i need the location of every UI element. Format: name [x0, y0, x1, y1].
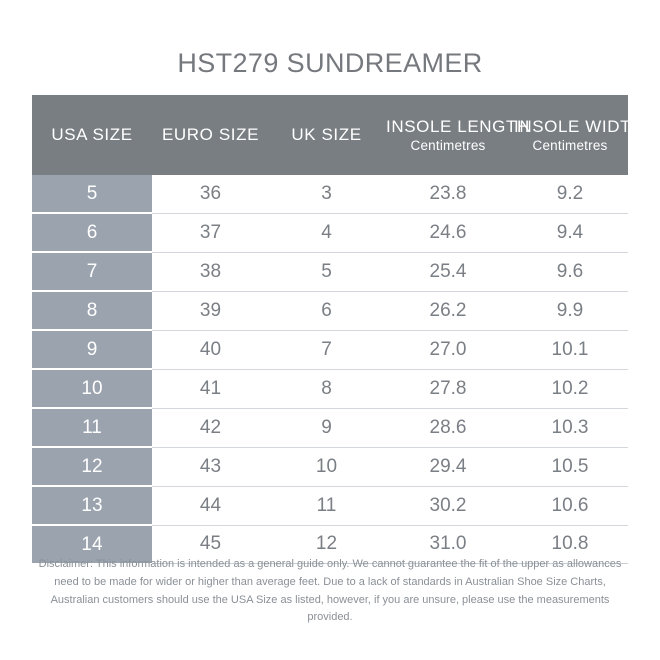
- cell-usa: 14: [32, 525, 152, 563]
- cell-insole-length: 24.6: [384, 213, 512, 253]
- disclaimer-text: Disclaimer: This information is intended…: [38, 558, 622, 624]
- cell-usa: 5: [32, 175, 152, 214]
- cell-usa: 6: [32, 213, 152, 253]
- table-header: USA SIZE EURO SIZE UK SIZE INSOLE LENGTH…: [32, 95, 644, 175]
- column-header-usa: USA SIZE: [32, 95, 152, 175]
- column-header-insole-length: INSOLE LENGTH Centimetres: [384, 95, 530, 175]
- column-header-insole-length-label: INSOLE LENGTH: [386, 116, 530, 136]
- cell-uk: 3: [269, 175, 384, 214]
- table-row: 12 43 10 29.4 10.5: [32, 447, 628, 487]
- cell-usa: 8: [32, 291, 152, 331]
- table-row: 6 37 4 24.6 9.4: [32, 213, 628, 253]
- cell-usa: 13: [32, 486, 152, 526]
- cell-insole-width: 10.2: [512, 369, 628, 409]
- cell-insole-length: 30.2: [384, 486, 512, 526]
- cell-euro: 36: [152, 175, 269, 214]
- cell-euro: 44: [152, 486, 269, 526]
- cell-insole-length: 31.0: [384, 525, 512, 564]
- table-row: 13 44 11 30.2 10.6: [32, 486, 628, 526]
- cell-usa: 7: [32, 252, 152, 292]
- table-body: 5 36 3 23.8 9.2 6 37 4 24.6 9.4 7 38 5 2…: [32, 175, 628, 564]
- table-header-row: USA SIZE EURO SIZE UK SIZE INSOLE LENGTH…: [32, 95, 644, 175]
- cell-uk: 9: [269, 408, 384, 448]
- cell-euro: 40: [152, 330, 269, 370]
- cell-usa: 9: [32, 330, 152, 370]
- table-row: 7 38 5 25.4 9.6: [32, 252, 628, 292]
- cell-insole-length: 23.8: [384, 175, 512, 214]
- column-header-insole-width-unit: Centimetres: [532, 137, 608, 153]
- cell-insole-length: 27.8: [384, 369, 512, 409]
- cell-uk: 12: [269, 525, 384, 564]
- cell-insole-width: 9.6: [512, 252, 628, 292]
- column-header-insole-length-unit: Centimetres: [410, 137, 486, 153]
- cell-uk: 5: [269, 252, 384, 292]
- cell-euro: 45: [152, 525, 269, 564]
- cell-insole-length: 26.2: [384, 291, 512, 331]
- cell-insole-length: 25.4: [384, 252, 512, 292]
- column-header-euro: EURO SIZE: [152, 95, 269, 175]
- cell-insole-length: 27.0: [384, 330, 512, 370]
- cell-insole-width: 9.9: [512, 291, 628, 331]
- column-header-euro-label: EURO SIZE: [161, 124, 260, 144]
- page-title: HST279 SUNDREAMER: [177, 48, 483, 78]
- cell-euro: 42: [152, 408, 269, 448]
- cell-uk: 4: [269, 213, 384, 253]
- cell-uk: 7: [269, 330, 384, 370]
- table-row: 14 45 12 31.0 10.8: [32, 525, 628, 564]
- cell-usa: 10: [32, 369, 152, 409]
- column-header-insole-width: INSOLE WIDTH Centimetres: [512, 95, 644, 175]
- cell-uk: 10: [269, 447, 384, 487]
- cell-euro: 37: [152, 213, 269, 253]
- cell-uk: 6: [269, 291, 384, 331]
- cell-euro: 39: [152, 291, 269, 331]
- table-row: 10 41 8 27.8 10.2: [32, 369, 628, 409]
- cell-insole-width: 10.8: [512, 525, 628, 564]
- cell-insole-width: 10.1: [512, 330, 628, 370]
- table-row: 5 36 3 23.8 9.2: [32, 175, 628, 214]
- table-row: 8 39 6 26.2 9.9: [32, 291, 628, 331]
- cell-insole-width: 9.4: [512, 213, 628, 253]
- cell-usa: 12: [32, 447, 152, 487]
- table-row: 11 42 9 28.6 10.3: [32, 408, 628, 448]
- column-header-uk-label: UK SIZE: [291, 124, 362, 144]
- cell-insole-width: 10.5: [512, 447, 628, 487]
- size-chart-table: USA SIZE EURO SIZE UK SIZE INSOLE LENGTH…: [32, 95, 644, 564]
- cell-insole-width: 9.2: [512, 175, 628, 214]
- cell-insole-length: 28.6: [384, 408, 512, 448]
- cell-euro: 43: [152, 447, 269, 487]
- column-header-uk: UK SIZE: [269, 95, 384, 175]
- cell-uk: 8: [269, 369, 384, 409]
- cell-usa: 11: [32, 408, 152, 448]
- cell-insole-length: 29.4: [384, 447, 512, 487]
- cell-insole-width: 10.6: [512, 486, 628, 526]
- cell-uk: 11: [269, 486, 384, 526]
- cell-insole-width: 10.3: [512, 408, 628, 448]
- cell-euro: 41: [152, 369, 269, 409]
- column-header-insole-width-label: INSOLE WIDTH: [514, 116, 644, 136]
- cell-euro: 38: [152, 252, 269, 292]
- column-header-usa-label: USA SIZE: [51, 124, 133, 144]
- table-row: 9 40 7 27.0 10.1: [32, 330, 628, 370]
